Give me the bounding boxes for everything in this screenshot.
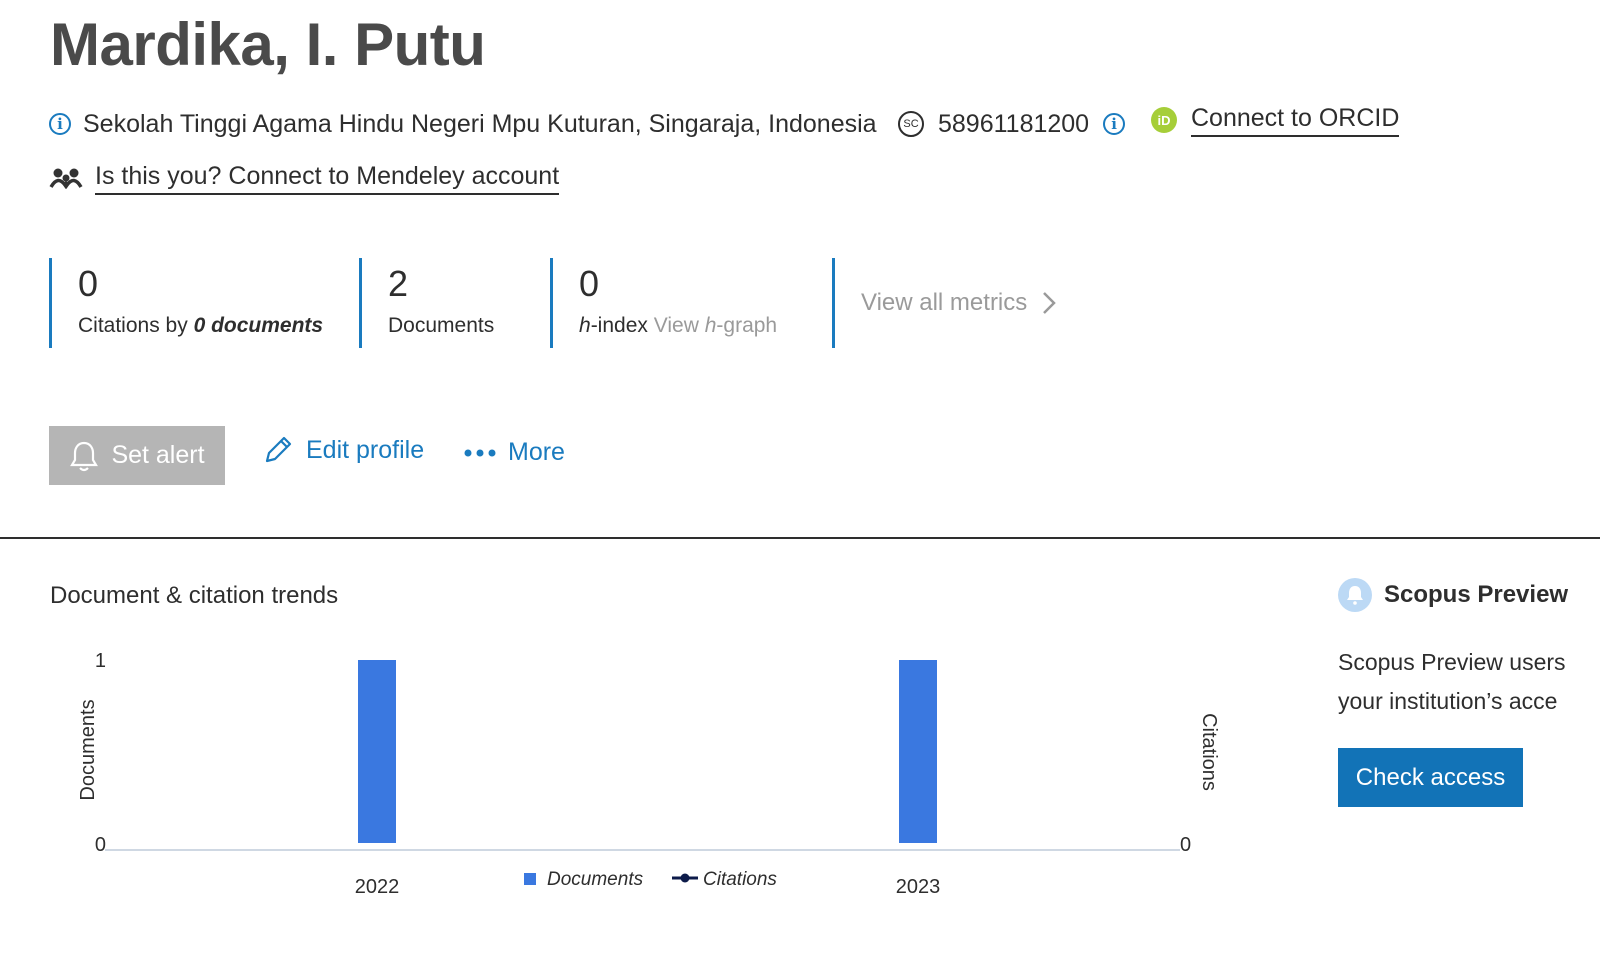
preview-text-line-1: Scopus Preview users	[1338, 649, 1566, 675]
citations-count: 0	[78, 263, 99, 304]
view-hgraph-prefix: View	[653, 314, 705, 337]
bell-icon	[70, 441, 99, 471]
info-icon[interactable]: i	[49, 113, 71, 135]
documents-count: 2	[388, 263, 409, 304]
scopus-preview-title: Scopus Preview	[1384, 581, 1569, 608]
legend-citations-marker	[680, 873, 690, 883]
y2-axis-label: Citations	[1198, 713, 1220, 791]
y2-tick-min: 0	[1180, 834, 1191, 856]
x-tick-label-2023: 2023	[896, 876, 941, 898]
more-dots-icon	[464, 449, 496, 456]
scopus-preview-text: Scopus Preview users your institution’s …	[1338, 643, 1600, 721]
citations-label: Citations by 0 documents	[78, 314, 349, 338]
citations-documents-link[interactable]: 0 documents	[193, 314, 324, 337]
metric-hindex: 0 h-index View h-graph	[550, 258, 820, 348]
view-hgraph-link[interactable]: View h-graph	[654, 314, 777, 337]
section-divider	[0, 537, 1600, 539]
documents-label: Documents	[388, 314, 495, 337]
hindex-label-text: -index	[590, 314, 648, 337]
pencil-icon	[265, 436, 292, 463]
y-tick-min: 0	[95, 834, 106, 856]
legend-documents-label[interactable]: Documents	[547, 869, 644, 890]
scopus-id: 58961181200	[938, 109, 1090, 138]
connect-orcid-link[interactable]: Connect to ORCID	[1191, 104, 1400, 137]
mendeley-icon	[49, 168, 83, 189]
x-ticks-group: 2022 2023	[355, 876, 941, 898]
metric-documents: 2 Documents	[359, 258, 539, 348]
affiliation-text: Sekolah Tinggi Agama Hindu Negeri Mpu Ku…	[83, 109, 877, 138]
view-all-metrics-link[interactable]: View all metrics	[832, 258, 1092, 348]
mendeley-row[interactable]: Is this you? Connect to Mendeley account	[49, 158, 560, 198]
bar-documents-2023[interactable]	[899, 660, 937, 843]
chart-legend: Documents Citations	[524, 869, 777, 890]
chevron-right-icon	[1043, 292, 1057, 314]
scopus-id-row: SC 58961181200 i	[898, 104, 1126, 144]
view-hgraph-h: h	[704, 314, 717, 337]
bars-group	[358, 660, 937, 843]
hindex-label: h-index View h-graph	[579, 314, 820, 338]
hindex-value: 0	[579, 263, 600, 304]
scopus-id-icon: SC	[898, 111, 924, 137]
set-alert-button[interactable]: Set alert	[49, 426, 225, 485]
view-hgraph-suffix: -graph	[716, 314, 778, 337]
more-label: More	[508, 438, 565, 466]
notification-bell-icon	[1338, 578, 1372, 612]
document-citation-chart: 1 0 0 Documents Citations 2022 2023 Docum…	[77, 650, 1220, 898]
legend-citations-label[interactable]: Citations	[703, 869, 777, 890]
more-button[interactable]: More	[464, 438, 565, 467]
y-axis-label: Documents	[77, 699, 99, 800]
set-alert-label: Set alert	[111, 441, 205, 469]
legend-documents-swatch	[524, 873, 536, 885]
scopus-preview-header: Scopus Preview	[1338, 578, 1568, 612]
bar-documents-2022[interactable]	[358, 660, 396, 843]
view-all-metrics-label: View all metrics	[861, 289, 1028, 316]
orcid-icon: iD	[1151, 107, 1177, 133]
check-access-button[interactable]: Check access	[1338, 748, 1523, 807]
author-name: Mardika, I. Putu	[50, 11, 486, 78]
hindex-h: h	[579, 314, 591, 337]
preview-text-line-2: your institution’s acce	[1338, 688, 1558, 714]
affiliation-row: i Sekolah Tinggi Agama Hindu Negeri Mpu …	[49, 104, 877, 144]
citations-label-prefix: Citations by	[78, 314, 194, 337]
x-tick-label-2022: 2022	[355, 876, 400, 898]
edit-profile-label: Edit profile	[306, 435, 425, 464]
chart-title: Document & citation trends	[50, 582, 339, 609]
info-icon[interactable]: i	[1103, 113, 1126, 135]
y-tick-max: 1	[95, 650, 106, 672]
orcid-row[interactable]: iD Connect to ORCID	[1151, 100, 1400, 140]
connect-mendeley-link[interactable]: Is this you? Connect to Mendeley account	[95, 162, 560, 195]
edit-profile-button[interactable]: Edit profile	[262, 434, 424, 466]
metric-citations: 0 Citations by 0 documents	[49, 258, 349, 348]
